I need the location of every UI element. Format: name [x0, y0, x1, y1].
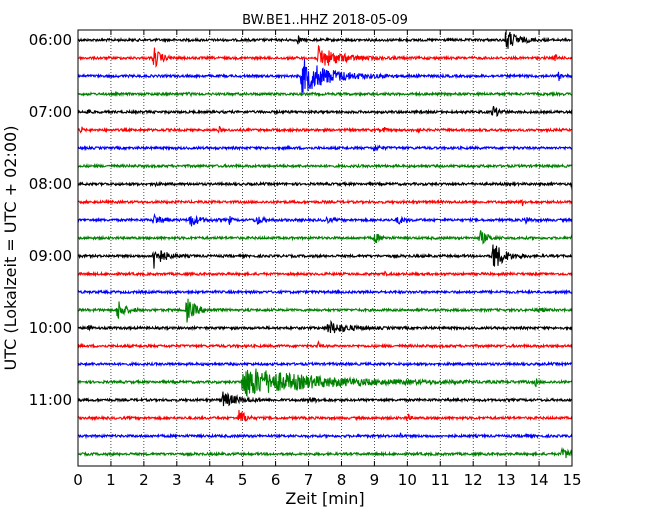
trace-1115	[77, 409, 573, 423]
trace-0945	[78, 298, 573, 323]
trace-0815	[77, 198, 573, 207]
x-tick-label: 5	[238, 471, 248, 489]
trace-0645	[77, 90, 573, 98]
x-tick-label: 8	[337, 471, 347, 489]
x-tick-label: 12	[464, 471, 483, 489]
y-axis-label: UTC (Lokalzeit = UTC + 02:00)	[1, 126, 20, 371]
x-tick-label: 7	[304, 471, 314, 489]
trace-group	[77, 31, 573, 459]
trace-0730	[77, 144, 573, 152]
y-tick-label: 11:00	[29, 391, 72, 409]
x-tick-label: 2	[139, 471, 149, 489]
y-axis-ticks: 06:00 07:00 08:00 09:00 10:00 11:00	[29, 31, 572, 409]
y-tick-label: 06:00	[29, 31, 72, 49]
chart-title: BW.BE1..HHZ 2018-05-09	[242, 13, 408, 28]
grid-lines	[110, 30, 540, 466]
y-tick-label: 10:00	[29, 319, 72, 337]
x-tick-label: 4	[205, 471, 215, 489]
trace-0915	[77, 270, 573, 278]
x-tick-label: 0	[73, 471, 83, 489]
x-tick-label: 10	[398, 471, 417, 489]
trace-0700	[77, 105, 573, 117]
y-tick-label: 09:00	[29, 247, 72, 265]
trace-1145	[78, 446, 573, 459]
trace-1045	[77, 368, 573, 398]
trace-0715	[77, 125, 573, 134]
x-tick-label: 9	[370, 471, 380, 489]
trace-1100	[77, 391, 573, 407]
x-tick-label: 6	[271, 471, 281, 489]
trace-0830	[77, 212, 573, 227]
trace-1130	[77, 432, 573, 440]
x-tick-label: 13	[497, 471, 516, 489]
trace-0630	[77, 58, 573, 95]
trace-0600	[77, 31, 573, 49]
x-tick-label: 3	[172, 471, 182, 489]
trace-0900	[77, 244, 573, 269]
trace-0615	[77, 44, 573, 68]
trace-0800	[77, 180, 573, 191]
trace-1000	[77, 319, 573, 334]
trace-0845	[77, 230, 573, 245]
trace-1015	[77, 340, 573, 350]
x-tick-label: 1	[106, 471, 116, 489]
x-tick-label: 15	[562, 471, 581, 489]
x-axis-label: Zeit [min]	[285, 489, 364, 508]
y-tick-label: 08:00	[29, 175, 72, 193]
x-axis-ticks: 0 1 2 3 4 5 6 7 8 9 10 11 12 13 14 15	[73, 30, 582, 489]
trace-0930	[77, 288, 573, 296]
trace-1030	[77, 360, 573, 368]
x-tick-label: 11	[431, 471, 450, 489]
x-tick-label: 14	[530, 471, 549, 489]
y-tick-label: 07:00	[29, 103, 72, 121]
plot-frame	[77, 29, 573, 467]
trace-0745	[77, 162, 573, 170]
